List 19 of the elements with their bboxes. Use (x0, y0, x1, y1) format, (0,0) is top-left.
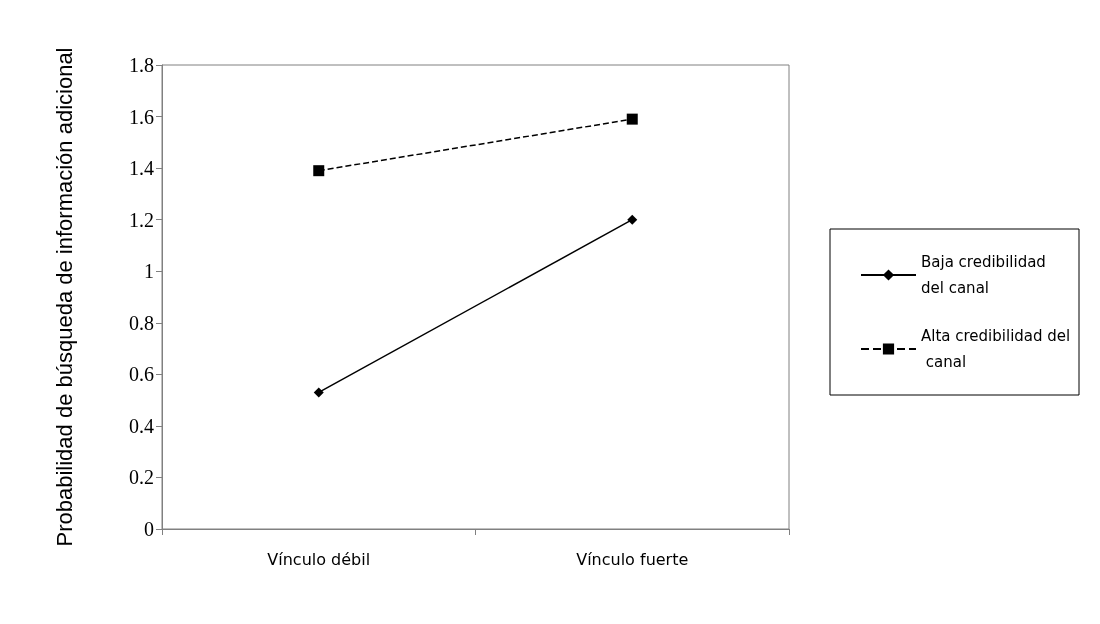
y-tick-label: 0 (144, 518, 154, 540)
y-tick-label: 0.4 (129, 414, 154, 437)
y-tick-label: 0.2 (129, 466, 154, 489)
point (627, 214, 638, 225)
y-tick-label: 1 (144, 260, 154, 283)
y-axis-title: Probabilidad de búsqueda de información adicional (51, 47, 77, 547)
y-tick-label: 0.6 (129, 363, 154, 386)
point (626, 113, 638, 125)
y-tick-label: 1.2 (129, 208, 154, 231)
legend-label: Baja credibilidad del canal (921, 253, 1051, 297)
y-tick-label: 0.8 (129, 311, 154, 334)
x-tick-label: Vínculo fuerte (576, 549, 689, 569)
point (313, 165, 325, 177)
y-tick-label: 1.8 (129, 54, 154, 76)
legend-label: Alta credibilidad del canal (921, 327, 1071, 371)
x-tick-label: Vínculo débil (267, 549, 371, 569)
y-tick-label: 1.4 (129, 157, 154, 180)
point (313, 387, 324, 398)
y-tick-label: 1.6 (129, 105, 154, 128)
